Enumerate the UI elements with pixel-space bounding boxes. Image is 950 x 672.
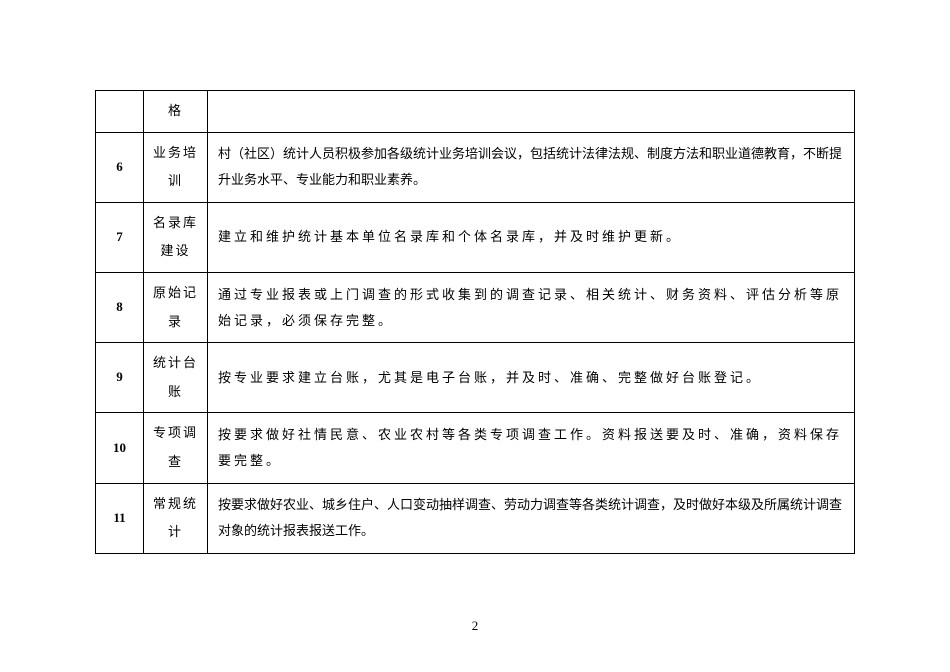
row-category: 专项调查	[144, 413, 208, 483]
row-content: 按要求做好社情民意、农业农村等各类专项调查工作。资料报送要及时、准确，资料保存要…	[208, 413, 855, 483]
row-number: 11	[96, 483, 144, 553]
page-number: 2	[0, 618, 950, 634]
row-number: 8	[96, 272, 144, 342]
table-row: 6 业务培训 村（社区）统计人员积极参加各级统计业务培训会议，包括统计法律法规、…	[96, 132, 855, 202]
row-category: 业务培训	[144, 132, 208, 202]
table-row: 9 统计台账 按专业要求建立台账，尤其是电子台账，并及时、准确、完整做好台账登记…	[96, 343, 855, 413]
table-body: 格 6 业务培训 村（社区）统计人员积极参加各级统计业务培训会议，包括统计法律法…	[96, 91, 855, 554]
document-page: 格 6 业务培训 村（社区）统计人员积极参加各级统计业务培训会议，包括统计法律法…	[0, 0, 950, 554]
row-content: 通过专业报表或上门调查的形式收集到的调查记录、相关统计、财务资料、评估分析等原始…	[208, 272, 855, 342]
row-category: 格	[144, 91, 208, 133]
row-number: 9	[96, 343, 144, 413]
row-category: 统计台账	[144, 343, 208, 413]
row-number: 7	[96, 202, 144, 272]
row-content: 建立和维护统计基本单位名录库和个体名录库，并及时维护更新。	[208, 202, 855, 272]
row-content	[208, 91, 855, 133]
row-number: 6	[96, 132, 144, 202]
row-number	[96, 91, 144, 133]
table-row: 7 名录库建设 建立和维护统计基本单位名录库和个体名录库，并及时维护更新。	[96, 202, 855, 272]
table-row: 8 原始记录 通过专业报表或上门调查的形式收集到的调查记录、相关统计、财务资料、…	[96, 272, 855, 342]
row-content: 按要求做好农业、城乡住户、人口变动抽样调查、劳动力调查等各类统计调查，及时做好本…	[208, 483, 855, 553]
row-category: 名录库建设	[144, 202, 208, 272]
row-category: 原始记录	[144, 272, 208, 342]
row-content: 村（社区）统计人员积极参加各级统计业务培训会议，包括统计法律法规、制度方法和职业…	[208, 132, 855, 202]
table-row: 10 专项调查 按要求做好社情民意、农业农村等各类专项调查工作。资料报送要及时、…	[96, 413, 855, 483]
row-number: 10	[96, 413, 144, 483]
row-content: 按专业要求建立台账，尤其是电子台账，并及时、准确、完整做好台账登记。	[208, 343, 855, 413]
table-row: 11 常规统计 按要求做好农业、城乡住户、人口变动抽样调查、劳动力调查等各类统计…	[96, 483, 855, 553]
data-table: 格 6 业务培训 村（社区）统计人员积极参加各级统计业务培训会议，包括统计法律法…	[95, 90, 855, 554]
row-category: 常规统计	[144, 483, 208, 553]
table-row: 格	[96, 91, 855, 133]
